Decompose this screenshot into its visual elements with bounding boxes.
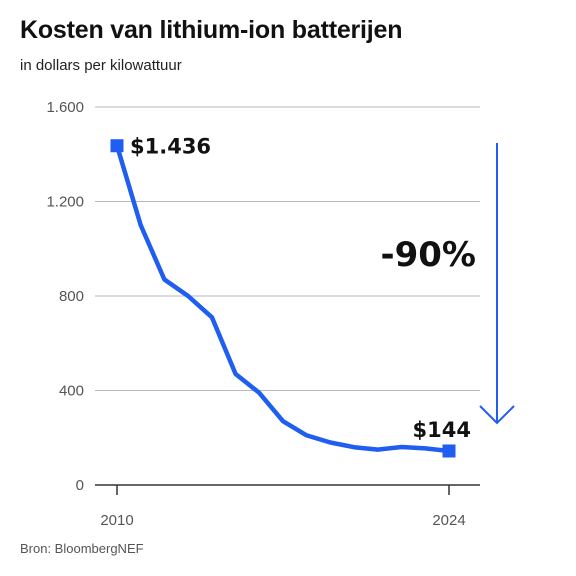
start-point-marker [110, 139, 124, 153]
y-tick-label: 800 [59, 288, 84, 305]
y-tick-label: 1.200 [46, 194, 84, 211]
y-tick-label: 400 [59, 383, 84, 400]
y-tick-label: 1.600 [46, 99, 84, 116]
start-value-label: $1.436 [130, 135, 211, 159]
chart-title: Kosten van lithium-ion batterijen [20, 16, 403, 44]
change-percent-label: -90% [381, 235, 477, 275]
x-tick-label: 2010 [100, 512, 133, 529]
end-point-marker [442, 444, 456, 458]
chart-subtitle: in dollars per kilowattuur [20, 57, 182, 74]
x-tick-label: 2024 [432, 512, 465, 529]
source-note: Bron: BloombergNEF [20, 541, 144, 556]
axis-layer: 0 400 800 1.200 1.600 2010 2024 [46, 99, 480, 529]
annotation-layer: $1.436 $144 -90% [130, 135, 515, 442]
y-tick-label: 0 [76, 477, 84, 494]
series-layer [110, 139, 456, 458]
end-value-label: $144 [413, 418, 471, 442]
series-line [114, 143, 452, 454]
decline-arrow-head [479, 405, 515, 425]
grid-layer [95, 106, 480, 391]
